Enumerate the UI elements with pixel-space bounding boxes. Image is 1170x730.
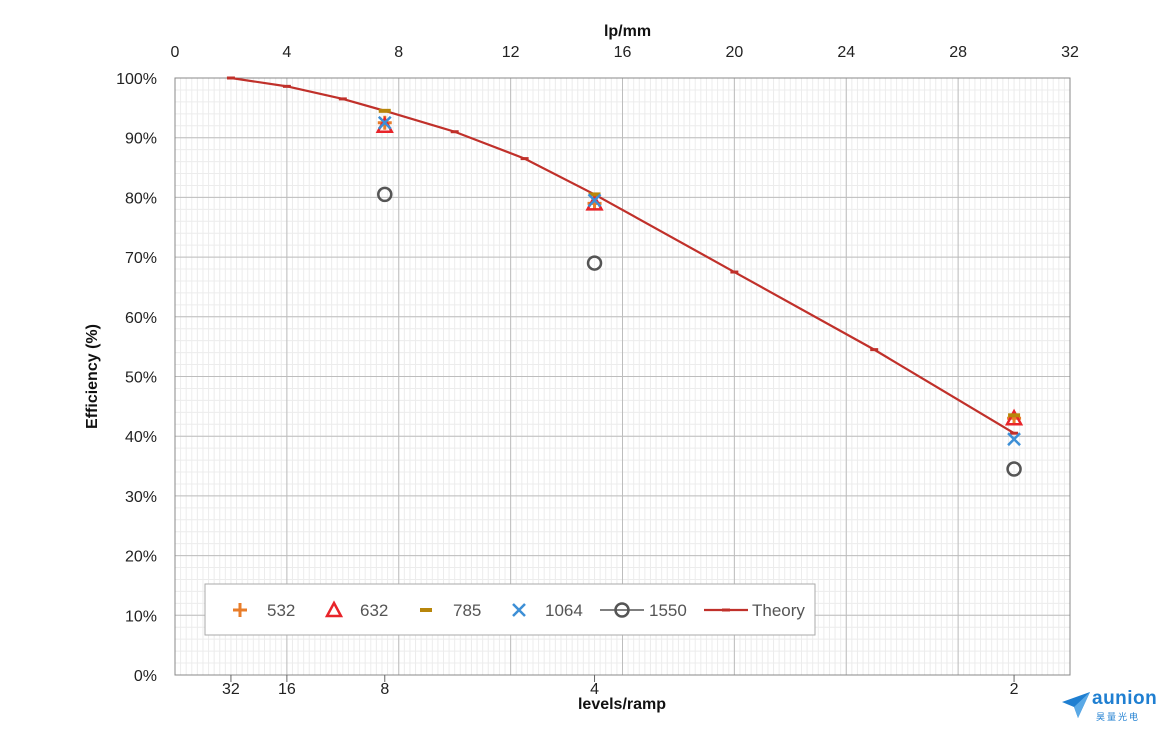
bottom-tick-label: 2 [1010, 681, 1019, 698]
y-tick-label: 70% [125, 250, 157, 267]
legend-swatch-1550 [614, 602, 630, 618]
top-tick-label: 16 [614, 44, 632, 61]
top-tick-label: 28 [949, 44, 967, 61]
top-tick-label: 20 [725, 44, 743, 61]
y-tick-label: 20% [125, 549, 157, 566]
top-tick-label: 24 [837, 44, 855, 61]
y-tick-label: 90% [125, 131, 157, 148]
y-tick-label: 30% [125, 489, 157, 506]
top-axis-title: lp/mm [604, 23, 651, 40]
y-axis-title: Efficiency (%) [84, 324, 101, 429]
bottom-tick-labels: 32 16 8 4 2 [222, 675, 1019, 698]
series-1550-point [377, 186, 393, 203]
brand-logo: aunion 昊量光电 [1060, 688, 1164, 724]
legend: 532 632 785 1064 1550 Theory [204, 583, 816, 636]
bottom-tick-label: 16 [278, 681, 296, 698]
y-tick-label: 80% [125, 190, 157, 207]
legend-swatch-632 [324, 600, 344, 618]
y-tick-label: 0% [134, 668, 157, 685]
top-tick-label: 32 [1061, 44, 1079, 61]
plot-frame [174, 77, 1071, 676]
top-tick-label: 8 [394, 44, 403, 61]
legend-swatch-1064 [512, 603, 526, 617]
plot-border [174, 77, 1071, 676]
y-tick-labels: 0% 10% 20% 30% 40% 50% 60% 70% 80% 90% 100% [116, 71, 157, 685]
bottom-axis-title: levels/ramp [578, 696, 666, 713]
series-1064-point [1007, 432, 1021, 447]
bottom-tick-label: 32 [222, 681, 240, 698]
logo-subtext: 昊量光电 [1096, 713, 1141, 723]
theory-line [230, 76, 1015, 435]
legend-label-1064: 1064 [545, 601, 583, 620]
series-1064-point [377, 115, 392, 130]
grid [174, 77, 1071, 676]
legend-label-Theory: Theory [752, 601, 805, 620]
paper-plane-icon [1062, 692, 1090, 718]
y-tick-label: 10% [125, 608, 157, 625]
series-1064-point [587, 193, 602, 208]
y-tick-label: 60% [125, 310, 157, 327]
legend-label-1550: 1550 [649, 601, 687, 620]
y-tick-label: 40% [125, 429, 157, 446]
data-marks [226, 76, 1024, 477]
top-tick-label: 0 [171, 44, 180, 61]
y-tick-label: 50% [125, 370, 157, 387]
legend-label-532: 532 [267, 601, 295, 620]
legend-label-785: 785 [453, 601, 481, 620]
legend-label-632: 632 [360, 601, 388, 620]
series-1550-point [1006, 461, 1022, 477]
bottom-tick-label: 4 [590, 681, 599, 698]
series-1550-point [586, 255, 603, 271]
legend-swatch-532 [233, 603, 247, 617]
top-tick-label: 4 [282, 44, 291, 61]
top-tick-labels: 0 4 8 12 16 20 24 28 32 [171, 44, 1079, 61]
logo-text: aunion [1092, 688, 1158, 709]
series-632-point [1004, 408, 1024, 426]
y-tick-label: 100% [116, 71, 157, 88]
top-tick-label: 12 [502, 44, 520, 61]
bottom-tick-label: 8 [380, 681, 389, 698]
